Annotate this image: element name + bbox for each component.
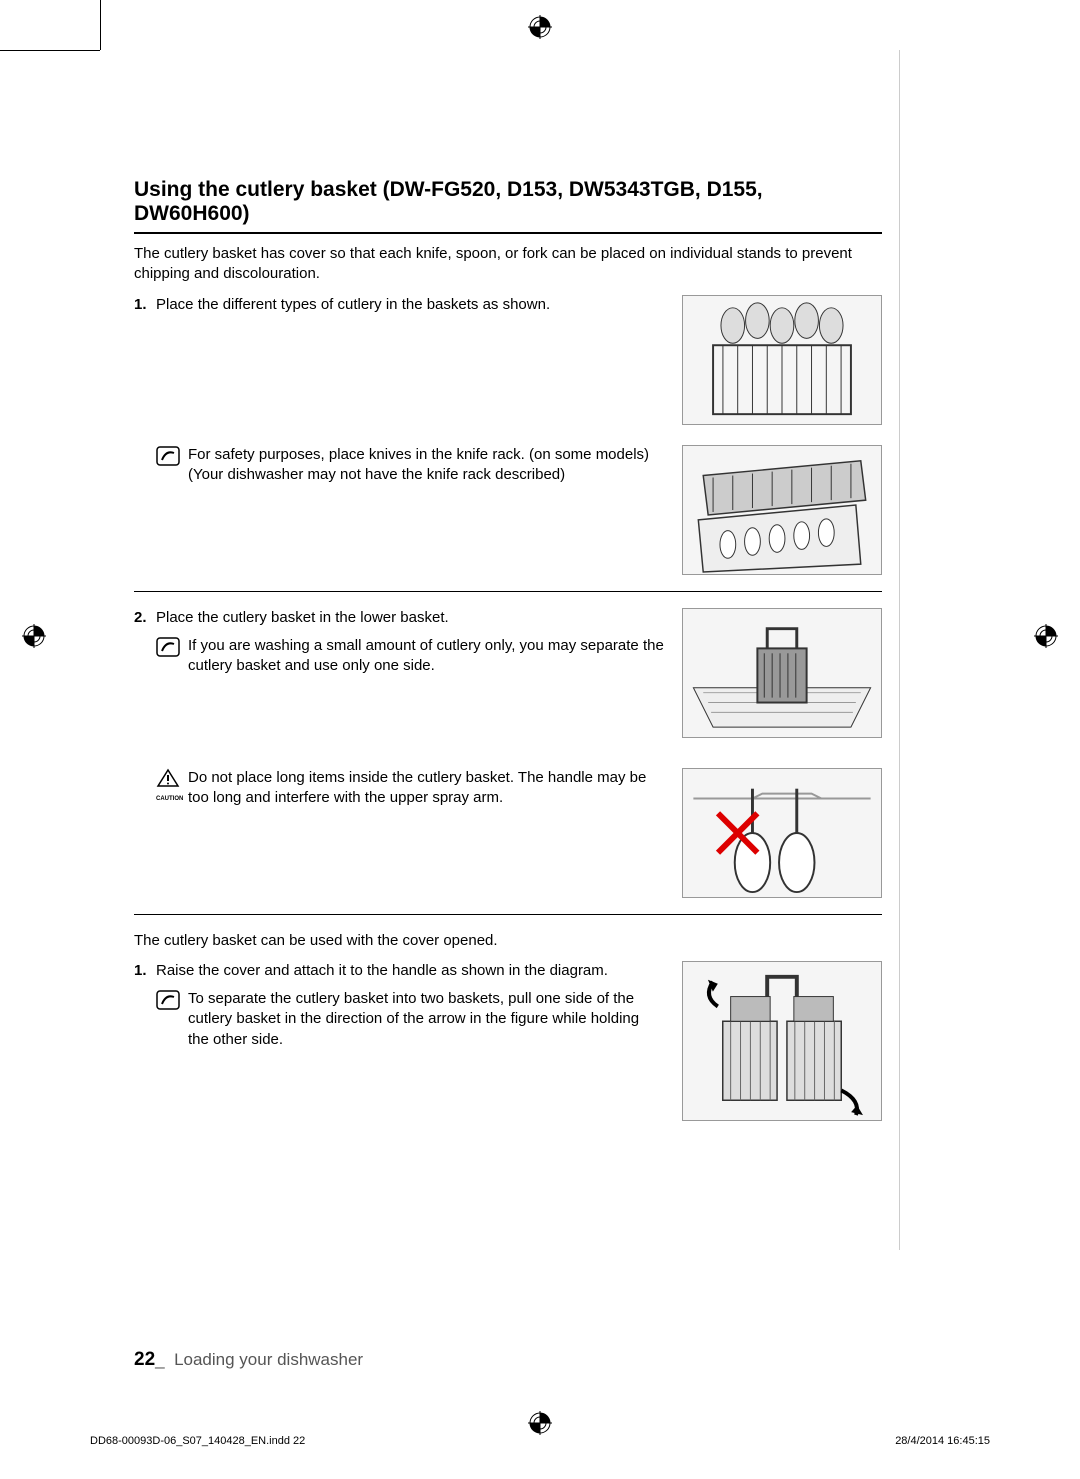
note-icon — [156, 990, 180, 1010]
note-text: To separate the cutlery basket into two … — [188, 989, 664, 1050]
registration-mark-top — [528, 15, 552, 39]
crop-mark — [899, 50, 900, 1250]
note-icon — [156, 446, 180, 466]
note-text: If you are washing a small amount of cut… — [188, 636, 664, 677]
note-icon — [156, 637, 180, 657]
step-text: Place the cutlery basket in the lower ba… — [156, 608, 449, 628]
page-number: 22 — [134, 1349, 155, 1370]
page-content: Using the cutlery basket (DW-FG520, D153… — [134, 178, 882, 1133]
step-3: 1. Raise the cover and attach it to the … — [134, 961, 664, 981]
caution-long-items: CAUTION Do not place long items inside t… — [156, 768, 664, 809]
step-1: 1. Place the different types of cutlery … — [134, 295, 664, 315]
step-text: Place the different types of cutlery in … — [156, 295, 550, 315]
step-number: 1. — [134, 295, 156, 315]
print-meta-file: DD68-00093D-06_S07_140428_EN.indd 22 — [90, 1435, 305, 1447]
illustration-separate-basket — [682, 961, 882, 1121]
step-text: Raise the cover and attach it to the han… — [156, 961, 608, 981]
illustration-cutlery-basket — [682, 295, 882, 425]
registration-mark-left — [22, 624, 46, 648]
crop-mark — [0, 50, 100, 51]
illustration-lower-basket — [682, 608, 882, 738]
print-meta-timestamp: 28/4/2014 16:45:15 — [895, 1435, 990, 1447]
caution-icon: CAUTION — [156, 768, 180, 803]
caution-text: Do not place long items inside the cutle… — [188, 768, 664, 809]
section-title: Using the cutlery basket (DW-FG520, D153… — [134, 178, 882, 234]
cover-intro: The cutlery basket can be used with the … — [134, 931, 882, 951]
note-small-amount: If you are washing a small amount of cut… — [156, 636, 664, 677]
step-number: 1. — [134, 961, 156, 981]
chapter-title: Loading your dishwasher — [174, 1350, 363, 1369]
registration-mark-right — [1034, 624, 1058, 648]
registration-mark-bottom — [528, 1411, 552, 1435]
note-text: For safety purposes, place knives in the… — [188, 445, 664, 486]
note-knife-rack: For safety purposes, place knives in the… — [156, 445, 664, 486]
page-footer: 22_ Loading your dishwasher — [134, 1349, 363, 1371]
footer-underscore: _ — [155, 1350, 164, 1369]
intro-text: The cutlery basket has cover so that eac… — [134, 244, 882, 285]
step-number: 2. — [134, 608, 156, 628]
divider — [134, 591, 882, 592]
divider — [134, 914, 882, 915]
illustration-interference — [682, 768, 882, 898]
caution-label: CAUTION — [156, 795, 180, 803]
note-separate-basket: To separate the cutlery basket into two … — [156, 989, 664, 1050]
illustration-knife-rack — [682, 445, 882, 575]
crop-mark — [100, 0, 101, 50]
step-2: 2. Place the cutlery basket in the lower… — [134, 608, 664, 628]
